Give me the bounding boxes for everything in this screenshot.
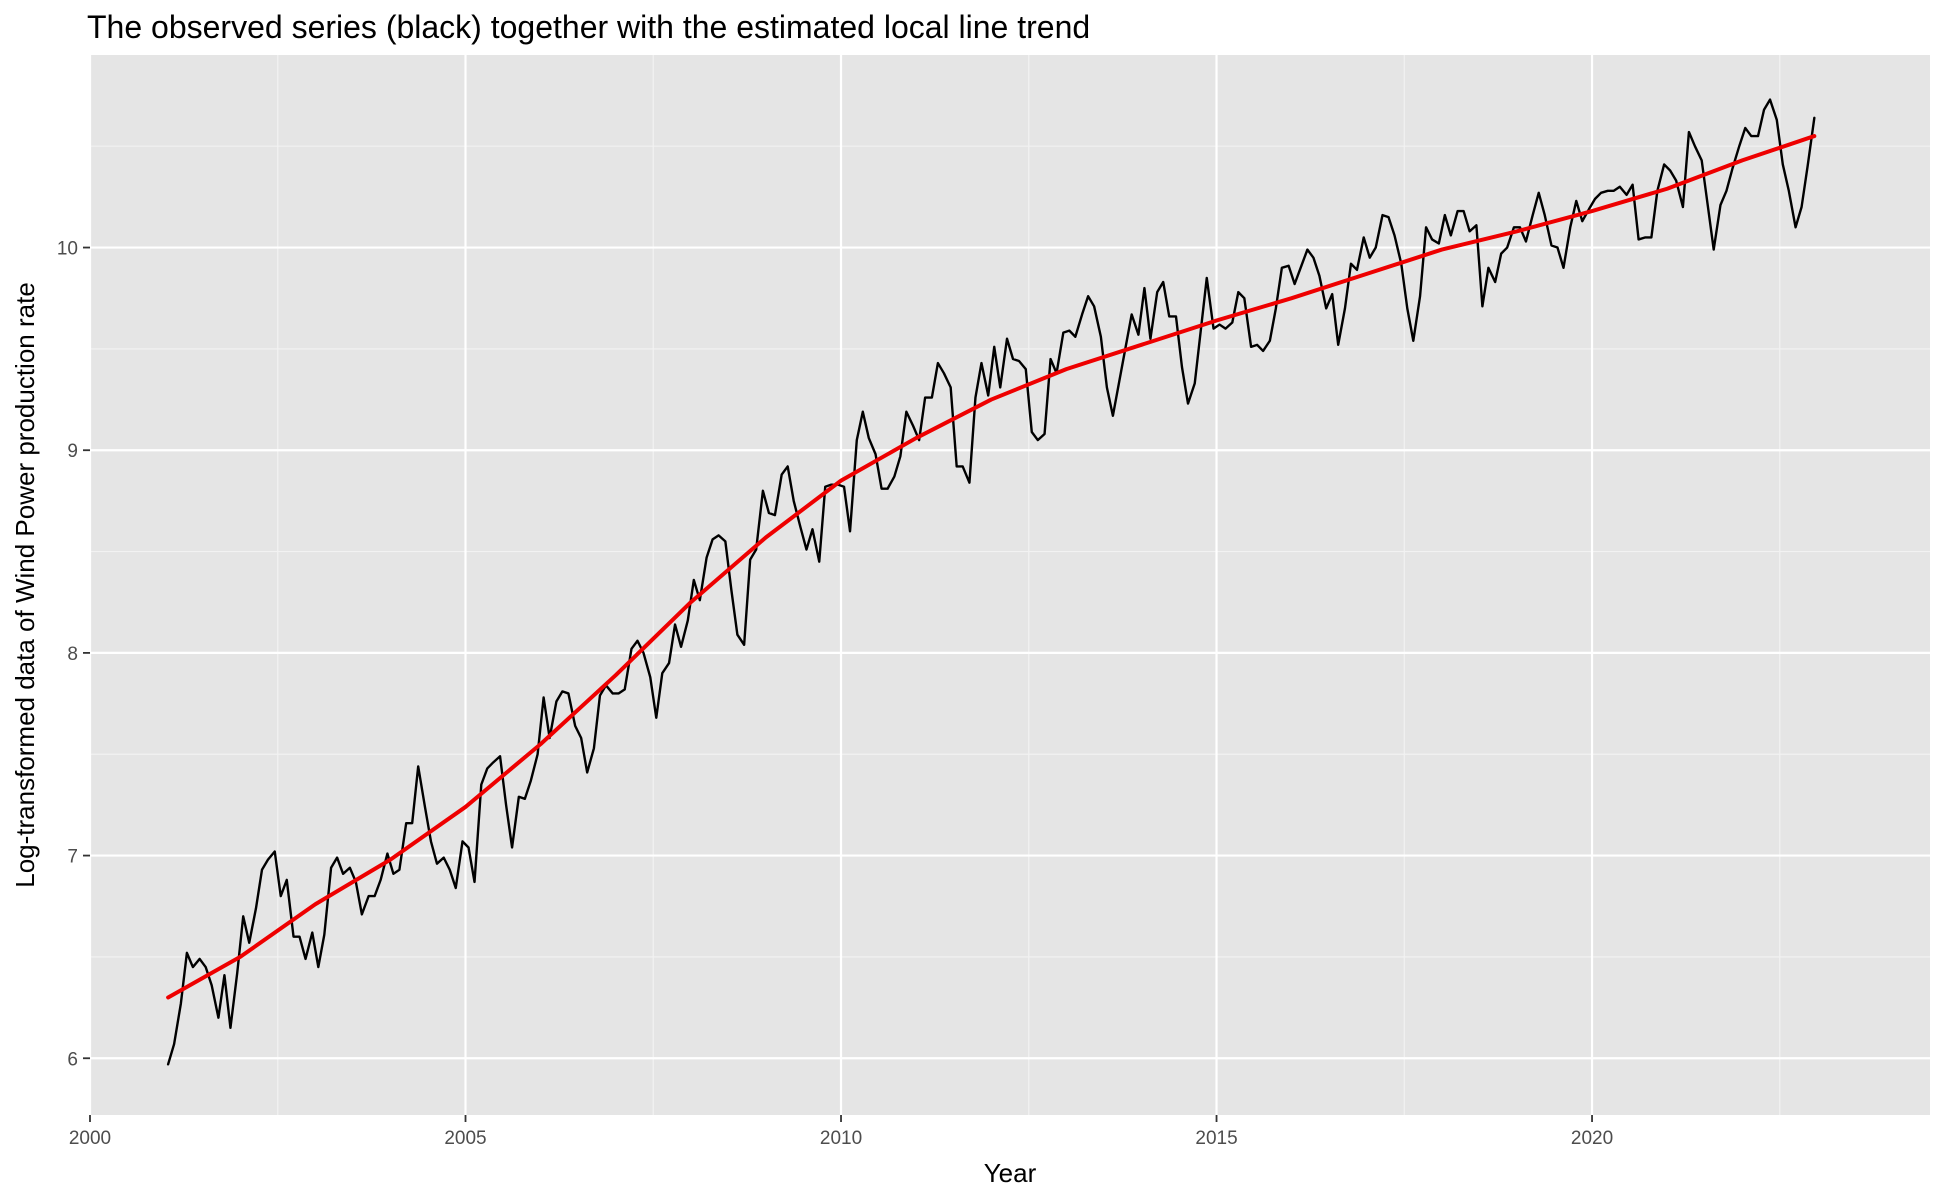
series-layer bbox=[166, 98, 1817, 1066]
x-tick-label: 2005 bbox=[444, 1128, 486, 1149]
x-tick-label: 2010 bbox=[820, 1128, 862, 1149]
y-axis: 6 7 8 9 10 bbox=[57, 239, 90, 1070]
y-tick-label: 10 bbox=[57, 239, 78, 260]
y-axis-title: Log-transformed data of Wind Power produ… bbox=[10, 282, 40, 888]
minor-gridlines bbox=[90, 55, 1930, 1115]
chart-title: The observed series (black) together wit… bbox=[87, 9, 1090, 45]
x-axis-title: Year bbox=[984, 1158, 1037, 1188]
plot-panel bbox=[90, 55, 1930, 1115]
y-tick-label: 9 bbox=[67, 441, 78, 462]
local-trend-line bbox=[166, 134, 1817, 1000]
x-tick-label: 2020 bbox=[1571, 1128, 1613, 1149]
y-tick-label: 6 bbox=[67, 1049, 78, 1070]
y-tick-label: 8 bbox=[67, 644, 78, 665]
x-tick-label: 2015 bbox=[1195, 1128, 1237, 1149]
observed-series-line bbox=[166, 98, 1816, 1066]
y-tick-label: 7 bbox=[67, 847, 78, 868]
x-tick-label: 2000 bbox=[69, 1128, 111, 1149]
x-axis: 2000 2005 2010 2015 2020 bbox=[69, 1115, 1613, 1149]
major-gridlines bbox=[88, 55, 1930, 1115]
